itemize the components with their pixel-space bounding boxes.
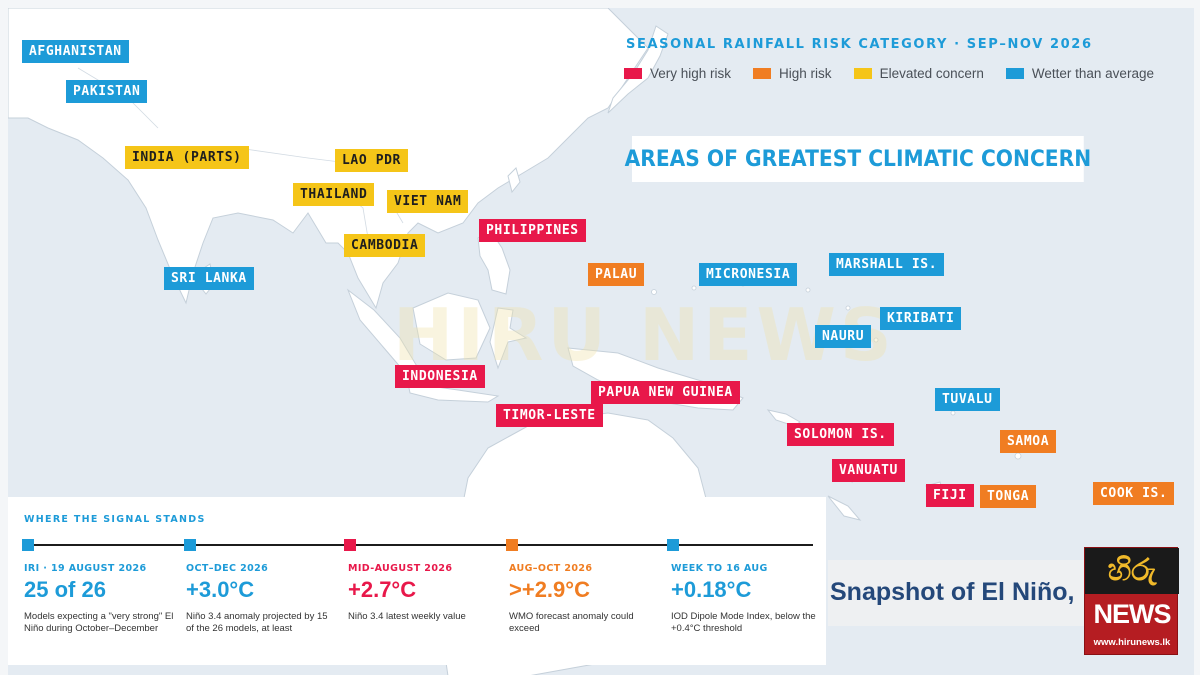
stat-period: MID-AUGUST 2026 (348, 563, 453, 574)
signal-panel-title: WHERE THE SIGNAL STANDS (24, 514, 206, 525)
region-label-timor-leste: TIMOR-LESTE (496, 404, 603, 427)
stat-value: 25 of 26 (24, 577, 106, 602)
stat-value: >+2.9°C (509, 577, 590, 602)
stat-period: AUG–OCT 2026 (509, 563, 593, 574)
hiru-news-logo: හිරු NEWS www.hirunews.lk (1084, 547, 1179, 655)
signal-panel: WHERE THE SIGNAL STANDS IRI · 19 AUGUST … (8, 497, 826, 665)
region-label-kiribati: KIRIBATI (880, 307, 962, 330)
stat-note: Niño 3.4 latest weekly value (348, 611, 466, 622)
headline-box: AREAS OF GREATEST CLIMATIC CONCERN (625, 136, 1091, 182)
region-label-tuvalu: TUVALU (935, 388, 1000, 411)
legend-item-elevated-concern: Elevated concern (853, 66, 984, 81)
logo-glyph-block: හිරු (1085, 548, 1179, 594)
region-label-thailand: THAILAND (293, 183, 375, 206)
stat-iri-models: IRI · 19 AUGUST 2026 25 of 26 Models exp… (24, 563, 174, 635)
region-label-micronesia: MICRONESIA (699, 263, 798, 286)
stat-note: WMO forecast anomaly could exceed (509, 611, 634, 634)
stat-value: +0.18°C (671, 577, 752, 602)
region-label-sri-lanka: SRI LANKA (164, 267, 254, 290)
region-label-marshall: MARSHALL IS. (829, 253, 945, 276)
stat-note: IOD Dipole Mode Index, below the +0.4°C … (671, 611, 816, 634)
region-label-lao: LAO PDR (335, 149, 408, 172)
region-label-india: INDIA (PARTS) (125, 146, 249, 169)
watermark: HIRU NEWS (393, 293, 896, 377)
legend-label: Elevated concern (879, 66, 984, 81)
timeline-marker (344, 539, 356, 551)
legend: Very high risk High risk Elevated concer… (624, 66, 1154, 81)
snapshot-caption: Snapshot of El Niño, (830, 578, 1075, 606)
snapshot-caption-bar: Snapshot of El Niño, (828, 560, 1088, 626)
legend-item-high-risk: High risk (753, 66, 832, 81)
stat-value: +3.0°C (186, 577, 255, 602)
legend-title: SEASONAL RAINFALL RISK CATEGORY · SEP–NO… (626, 37, 1093, 52)
stat-period: IRI · 19 AUGUST 2026 (24, 563, 147, 574)
legend-item-very-high-risk: Very high risk (624, 66, 731, 81)
stat-oct-dec-anomaly: OCT–DEC 2026 +3.0°C Niño 3.4 anomaly pro… (186, 563, 336, 635)
region-label-vanuatu: VANUATU (832, 459, 905, 482)
timeline (24, 544, 813, 546)
region-label-indonesia: INDONESIA (395, 365, 485, 388)
stat-mid-august: MID-AUGUST 2026 +2.7°C Niño 3.4 latest w… (348, 563, 498, 623)
region-label-vietnam: VIET NAM (387, 190, 469, 213)
region-label-philippines: PHILIPPINES (479, 219, 586, 242)
region-label-tonga: TONGA (980, 485, 1037, 508)
region-label-nauru: NAURU (815, 325, 872, 348)
logo-url: www.hirunews.lk (1093, 637, 1171, 648)
legend-swatch (1005, 68, 1024, 79)
stat-period: OCT–DEC 2026 (186, 563, 269, 574)
stat-period: WEEK TO 16 AUG (671, 563, 768, 574)
region-label-cook-islands: COOK IS. (1093, 482, 1175, 505)
stat-value: +2.7°C (348, 577, 417, 602)
timeline-marker (667, 539, 679, 551)
region-label-png: PAPUA NEW GUINEA (591, 381, 740, 404)
region-label-samoa: SAMOA (1000, 430, 1057, 453)
stat-note: Niño 3.4 anomaly projected by 15 of the … (186, 611, 328, 634)
stat-iod-index: WEEK TO 16 AUG +0.18°C IOD Dipole Mode I… (671, 563, 821, 635)
region-label-cambodia: CAMBODIA (344, 234, 426, 257)
legend-swatch (853, 68, 872, 79)
region-label-solomon: SOLOMON IS. (787, 423, 894, 446)
timeline-marker (506, 539, 518, 551)
logo-glyph: හිරු (1107, 554, 1157, 587)
timeline-marker (22, 539, 34, 551)
legend-label: High risk (779, 66, 832, 81)
stat-note: Models expecting a "very strong" El Niño… (24, 611, 174, 634)
timeline-marker (184, 539, 196, 551)
logo-news-text: NEWS (1093, 598, 1172, 629)
region-label-afghanistan: AFGHANISTAN (22, 40, 129, 63)
legend-swatch (753, 68, 772, 79)
legend-label: Very high risk (650, 66, 732, 81)
legend-swatch (624, 68, 642, 79)
region-label-palau: PALAU (588, 263, 645, 286)
legend-item-wetter-than-average: Wetter than average (1005, 66, 1154, 81)
legend-label: Wetter than average (1031, 66, 1154, 81)
region-label-fiji: FIJI (926, 484, 974, 507)
region-label-pakistan: PAKISTAN (66, 80, 148, 103)
stat-aug-oct-forecast: AUG–OCT 2026 >+2.9°C WMO forecast anomal… (509, 563, 659, 635)
